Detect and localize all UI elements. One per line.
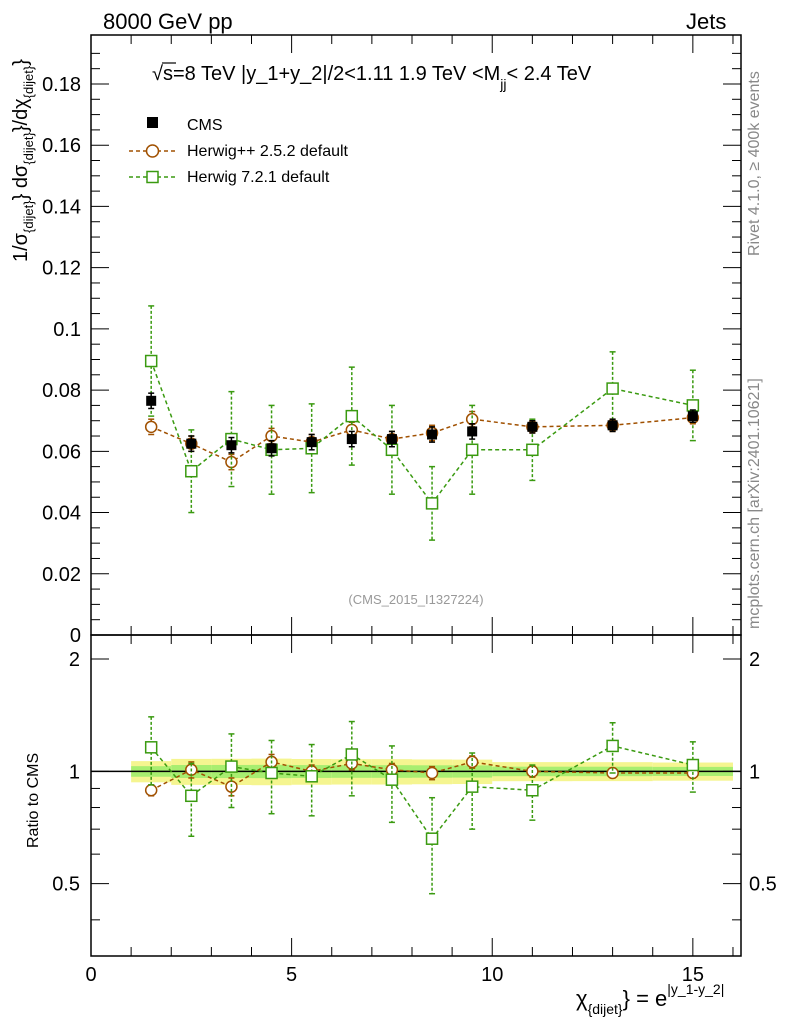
ratio-tick-label-right: 2 [749,649,760,671]
header-left: 8000 GeV pp [103,9,233,34]
x-tick-label: 15 [682,964,704,986]
cms-marker [386,434,397,445]
y-tick-label: 0.18 [42,74,81,96]
cms-marker [306,437,317,448]
legend-label-herwig7: Herwig 7.2.1 default [187,169,330,186]
main-series-group [144,305,700,541]
cms-marker [186,438,197,449]
chart-title: √s=8 TeV |y_1+y_2|/2<1.11 1.9 TeV <Mjj< … [152,63,592,92]
y-tick-label: 0.16 [42,135,81,157]
legend: CMS Herwig++ 2.5.2 default Herwig 7.2.1 … [129,117,349,186]
y-tick-label: 0.14 [42,196,81,218]
y-tick-label: 0.04 [42,503,81,525]
ratio-plot-frame [90,634,742,957]
legend-label-cms: CMS [187,117,223,134]
ratio-tick-label-left: 2 [69,649,80,671]
herwig7-ratio-marker [225,760,238,773]
herwigpp-line [150,416,693,463]
herwig7-marker [144,354,158,368]
herwig7-ratio-marker [265,766,278,780]
y-tick-label: 0 [70,625,81,647]
header-right: Jets [686,9,727,34]
herwig7-ratio-marker [465,780,479,793]
y-axis-label: 1/σ{dijet}} dσ{dijet}}/dχ{dijet}} [10,59,36,262]
cms-marker [527,421,538,432]
herwig7-ratio-marker [144,741,158,754]
herwig7-marker [606,382,619,395]
legend-label-herwigpp: Herwig++ 2.5.2 default [187,143,349,160]
y-tick-label: 0.1 [53,319,81,341]
cms-marker [146,395,157,406]
axis-ticks [90,35,741,956]
y-tick-label: 0.06 [42,441,81,463]
legend-marker-herwig7 [146,170,159,184]
x-tick-label: 10 [481,964,503,986]
axis-tick-labels: 0 5 10 15 0 0.02 0.04 0.06 0.08 0.1 0.12 0.14 0.16 0.… [42,74,777,986]
cms-marker [427,429,438,440]
cms-marker [346,434,357,445]
analysis-id: (CMS_2015_I1327224) [348,592,483,607]
herwigpp-marker [144,420,158,434]
cms-marker [607,420,618,431]
herwig7-marker [465,443,479,457]
herwigpp-ratio-marker [425,766,439,780]
x-tick-label: 0 [85,964,96,986]
legend-marker-herwigpp [145,144,160,158]
x-axis-label: χ{dijet}} = e|y_1-y_2| [576,981,724,1017]
herwig7-ratio-marker [686,758,700,772]
ratio-tick-label-left: 1 [69,761,80,783]
herwig7-marker [185,464,198,478]
cms-marker [467,426,478,437]
herwig7-ratio-marker [185,789,198,803]
ratio-tick-label-left: 0.5 [52,874,80,896]
cms-marker [687,411,698,422]
ratio-y-axis-label: Ratio to CMS [25,753,42,848]
x-tick-label: 5 [286,964,297,986]
cms-marker [266,443,277,454]
y-tick-label: 0.02 [42,564,81,586]
title-sub-jj: jj [499,76,506,92]
y-tick-label: 0.12 [42,258,81,280]
title-sqrt: √ [152,63,163,85]
side-label-mcplots: mcplots.cern.ch [arXiv:2401.10621] [746,378,763,629]
legend-marker-cms [147,117,158,128]
herwig7-marker [425,497,439,510]
herwig7-marker [345,409,359,423]
herwig7-ratio-marker [385,773,399,786]
side-label-rivet: Rivet 4.1.0, ≥ 400k events [746,71,763,256]
herwig7-marker [526,443,539,457]
herwig7-ratio-line [150,745,694,840]
herwigpp-ratio-marker [144,784,158,797]
ratio-series-group [144,716,700,895]
ratio-tick-label-right: 1 [749,761,760,783]
herwig7-ratio-marker [345,748,359,761]
herwig7-ratio-marker [526,784,539,797]
ratio-tick-label-right: 0.5 [749,874,777,896]
herwigpp-ratio-marker [465,755,479,769]
herwig7-ratio-marker [425,832,439,845]
cms-marker [226,440,237,451]
title-tail: < 2.4 TeV [507,63,592,85]
y-tick-label: 0.08 [42,380,81,402]
title-main: s=8 TeV |y_1+y_2|/2<1.11 1.9 TeV <M [163,63,500,85]
herwig7-ratio-marker [305,770,318,783]
herwig7-ratio-marker [606,739,619,753]
